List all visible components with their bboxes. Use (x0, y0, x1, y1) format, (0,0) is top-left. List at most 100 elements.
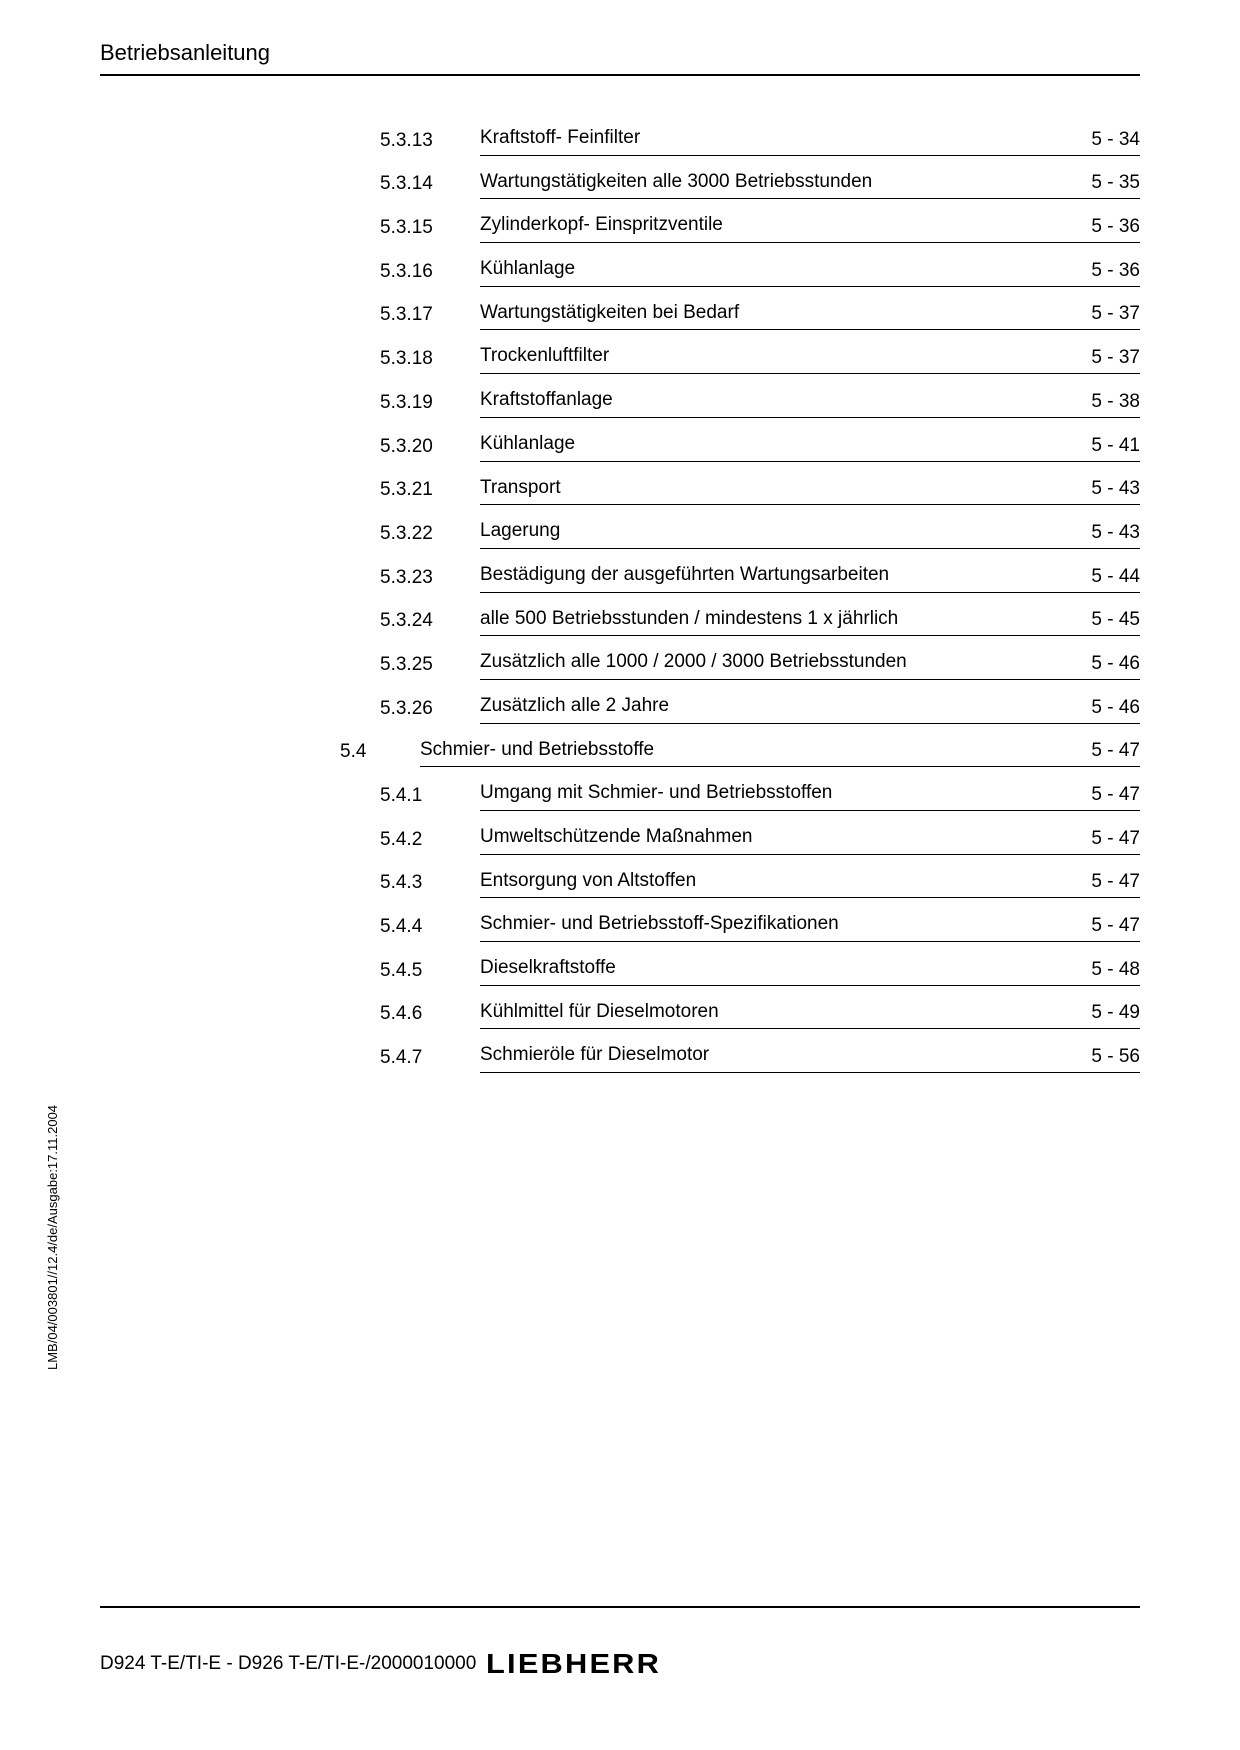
toc-entry-text: Kraftstoff- Feinfilter (480, 126, 1091, 151)
toc-entry-line: Kühlanlage5 - 36 (480, 257, 1140, 287)
toc-sub-number: 5.3.21 (380, 479, 480, 505)
side-label: LMB/04/003801//12.4/de/Ausgabe:17.11.200… (45, 1105, 60, 1370)
toc-row: 5.3.17Wartungstätigkeiten bei Bedarf5 - … (380, 301, 1140, 331)
toc-row: 5.3.14Wartungstätigkeiten alle 3000 Betr… (380, 170, 1140, 200)
toc-sub-number: 5.4.6 (380, 1003, 480, 1029)
toc-section-row: 5.4Schmier- und Betriebsstoffe5 - 47 (340, 738, 1140, 768)
toc-sub-number: 5.3.14 (380, 173, 480, 199)
toc-entry-text: Zusätzlich alle 1000 / 2000 / 3000 Betri… (480, 650, 1091, 675)
toc-entry-text: Schmier- und Betriebsstoffe (420, 738, 1091, 763)
toc-entry-line: Wartungstätigkeiten bei Bedarf5 - 37 (480, 301, 1140, 331)
toc-row: 5.4.4Schmier- und Betriebsstoff-Spezifik… (380, 912, 1140, 942)
toc-row: 5.3.24alle 500 Betriebsstunden / mindest… (380, 607, 1140, 637)
toc-entry-line: Schmieröle für Dieselmotor5 - 56 (480, 1043, 1140, 1073)
toc-row: 5.4.3Entsorgung von Altstoffen5 - 47 (380, 869, 1140, 899)
toc-sub-number: 5.3.20 (380, 436, 480, 462)
toc-entry-line: Zusätzlich alle 1000 / 2000 / 3000 Betri… (480, 650, 1140, 680)
toc-entry-page: 5 - 38 (1091, 391, 1140, 413)
toc-entry-page: 5 - 45 (1091, 609, 1140, 631)
toc-row: 5.3.18Trockenluftfilter5 - 37 (380, 344, 1140, 374)
toc-entry-page: 5 - 49 (1091, 1002, 1140, 1024)
toc-entry-text: Transport (480, 476, 1091, 501)
toc-entry-page: 5 - 37 (1091, 303, 1140, 325)
toc-row: 5.4.2Umweltschützende Maßnahmen5 - 47 (380, 825, 1140, 855)
toc-entry-page: 5 - 35 (1091, 172, 1140, 194)
toc-entry-text: Wartungstätigkeiten alle 3000 Betriebsst… (480, 170, 1091, 195)
toc-entry-text: Umgang mit Schmier- und Betriebsstoffen (480, 781, 1091, 806)
toc-entry-text: Kraftstoffanlage (480, 388, 1091, 413)
toc-row: 5.3.16Kühlanlage5 - 36 (380, 257, 1140, 287)
table-of-contents: 5.3.13Kraftstoff- Feinfilter5 - 345.3.14… (380, 126, 1140, 1073)
toc-entry-page: 5 - 46 (1091, 697, 1140, 719)
toc-sub-number: 5.4.4 (380, 916, 480, 942)
toc-sub-number: 5.3.23 (380, 567, 480, 593)
toc-entry-text: alle 500 Betriebsstunden / mindestens 1 … (480, 607, 1091, 632)
toc-entry-line: Trockenluftfilter5 - 37 (480, 344, 1140, 374)
toc-row: 5.4.6Kühlmittel für Dieselmotoren5 - 49 (380, 1000, 1140, 1030)
footer-doc-id: D924 T-E/TI-E - D926 T-E/TI-E-/200001000… (100, 1653, 476, 1675)
toc-row: 5.3.15Zylinderkopf- Einspritzventile5 - … (380, 213, 1140, 243)
toc-entry-page: 5 - 43 (1091, 478, 1140, 500)
toc-row: 5.3.13Kraftstoff- Feinfilter5 - 34 (380, 126, 1140, 156)
toc-entry-text: Trockenluftfilter (480, 344, 1091, 369)
toc-sub-number: 5.4.5 (380, 960, 480, 986)
toc-entry-page: 5 - 43 (1091, 522, 1140, 544)
page-footer: D924 T-E/TI-E - D926 T-E/TI-E-/200001000… (100, 1606, 1140, 1680)
footer-rule (100, 1606, 1140, 1608)
toc-sub-number: 5.4.3 (380, 872, 480, 898)
toc-entry-page: 5 - 36 (1091, 260, 1140, 282)
toc-entry-page: 5 - 36 (1091, 216, 1140, 238)
toc-entry-line: Transport5 - 43 (480, 476, 1140, 506)
toc-sub-number: 5.3.26 (380, 698, 480, 724)
toc-entry-line: Zylinderkopf- Einspritzventile5 - 36 (480, 213, 1140, 243)
toc-sub-number: 5.3.17 (380, 304, 480, 330)
toc-sub-number: 5.4.1 (380, 785, 480, 811)
toc-entry-line: alle 500 Betriebsstunden / mindestens 1 … (480, 607, 1140, 637)
liebherr-logo: LIEBHERR (486, 1648, 661, 1680)
toc-section-number: 5.4 (340, 741, 420, 767)
toc-entry-line: Dieselkraftstoffe5 - 48 (480, 956, 1140, 986)
toc-row: 5.3.23Bestädigung der ausgeführten Wartu… (380, 563, 1140, 593)
toc-entry-line: Entsorgung von Altstoffen5 - 47 (480, 869, 1140, 899)
toc-row: 5.4.5Dieselkraftstoffe5 - 48 (380, 956, 1140, 986)
toc-entry-text: Kühlanlage (480, 257, 1091, 282)
toc-entry-page: 5 - 44 (1091, 566, 1140, 588)
toc-entry-line: Schmier- und Betriebsstoffe5 - 47 (420, 738, 1140, 768)
toc-entry-text: Lagerung (480, 519, 1091, 544)
toc-sub-number: 5.3.25 (380, 654, 480, 680)
toc-row: 5.4.1Umgang mit Schmier- und Betriebssto… (380, 781, 1140, 811)
toc-entry-text: Schmier- und Betriebsstoff-Spezifikation… (480, 912, 1091, 937)
toc-entry-page: 5 - 47 (1091, 784, 1140, 806)
toc-entry-line: Kraftstoff- Feinfilter5 - 34 (480, 126, 1140, 156)
toc-row: 5.3.19Kraftstoffanlage5 - 38 (380, 388, 1140, 418)
toc-entry-page: 5 - 48 (1091, 959, 1140, 981)
toc-entry-text: Kühlanlage (480, 432, 1091, 457)
toc-entry-line: Umweltschützende Maßnahmen5 - 47 (480, 825, 1140, 855)
toc-entry-page: 5 - 47 (1091, 740, 1140, 762)
toc-row: 5.3.26Zusätzlich alle 2 Jahre5 - 46 (380, 694, 1140, 724)
toc-sub-number: 5.3.13 (380, 130, 480, 156)
toc-row: 5.3.25Zusätzlich alle 1000 / 2000 / 3000… (380, 650, 1140, 680)
toc-entry-page: 5 - 41 (1091, 435, 1140, 457)
toc-entry-page: 5 - 46 (1091, 653, 1140, 675)
toc-sub-number: 5.3.24 (380, 610, 480, 636)
toc-entry-line: Zusätzlich alle 2 Jahre5 - 46 (480, 694, 1140, 724)
toc-entry-text: Zusätzlich alle 2 Jahre (480, 694, 1091, 719)
toc-entry-page: 5 - 47 (1091, 871, 1140, 893)
toc-entry-line: Lagerung5 - 43 (480, 519, 1140, 549)
toc-entry-page: 5 - 47 (1091, 828, 1140, 850)
toc-entry-line: Bestädigung der ausgeführten Wartungsarb… (480, 563, 1140, 593)
toc-sub-number: 5.3.22 (380, 523, 480, 549)
toc-entry-text: Zylinderkopf- Einspritzventile (480, 213, 1091, 238)
toc-row: 5.3.22Lagerung5 - 43 (380, 519, 1140, 549)
toc-sub-number: 5.3.16 (380, 261, 480, 287)
toc-entry-line: Kühlmittel für Dieselmotoren5 - 49 (480, 1000, 1140, 1030)
toc-entry-text: Entsorgung von Altstoffen (480, 869, 1091, 894)
page-header-title: Betriebsanleitung (100, 40, 1140, 76)
toc-entry-page: 5 - 56 (1091, 1046, 1140, 1068)
toc-entry-text: Wartungstätigkeiten bei Bedarf (480, 301, 1091, 326)
toc-row: 5.3.21Transport5 - 43 (380, 476, 1140, 506)
toc-row: 5.4.7Schmieröle für Dieselmotor5 - 56 (380, 1043, 1140, 1073)
toc-sub-number: 5.4.7 (380, 1047, 480, 1073)
toc-entry-line: Umgang mit Schmier- und Betriebsstoffen5… (480, 781, 1140, 811)
